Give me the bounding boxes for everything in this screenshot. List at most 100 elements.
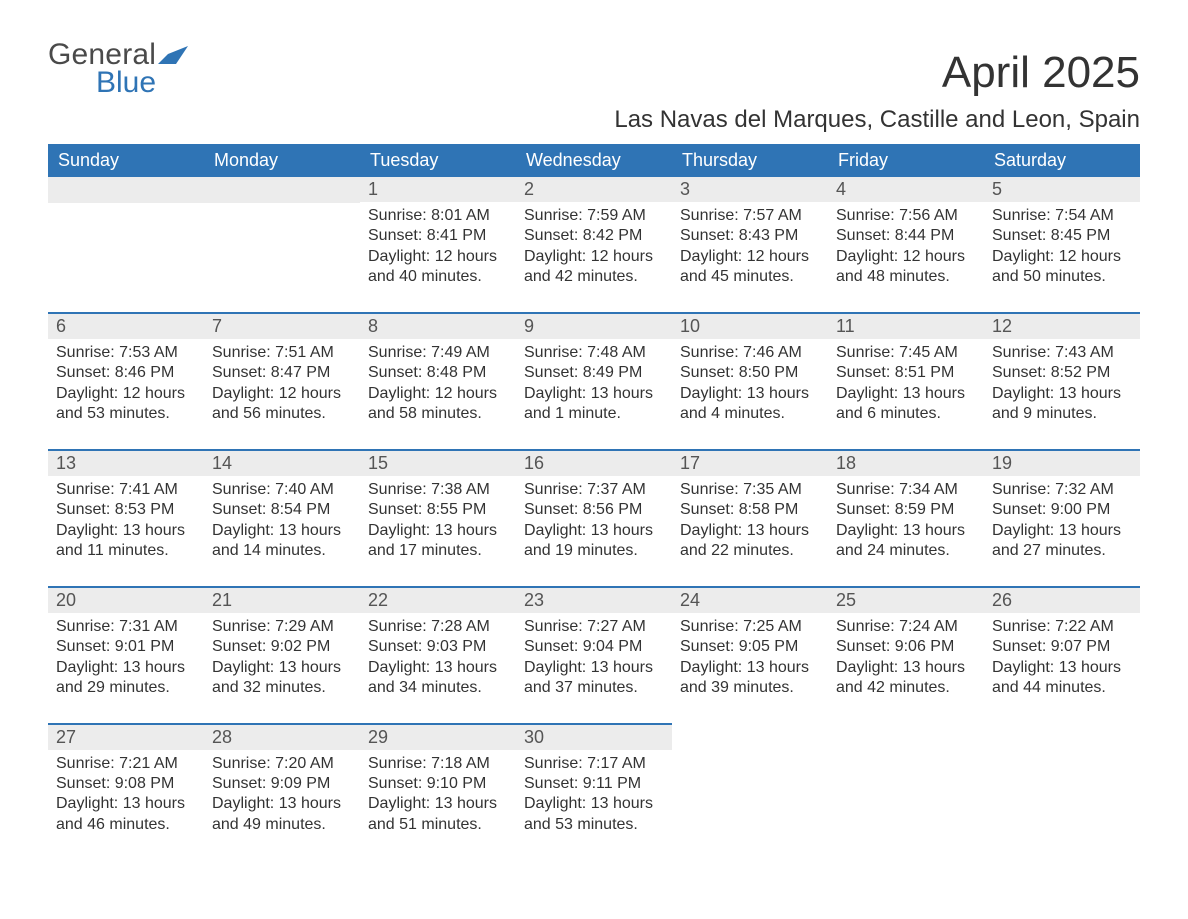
logo-flag-icon <box>158 46 188 64</box>
sunrise-line: Sunrise: 7:54 AM <box>992 206 1132 226</box>
sunset-line: Sunset: 9:00 PM <box>992 500 1132 520</box>
daylight-line: Daylight: 13 hoursand 27 minutes. <box>992 521 1132 562</box>
daylight-line: Daylight: 13 hoursand 46 minutes. <box>56 794 196 835</box>
sunset-line: Sunset: 8:48 PM <box>368 363 508 383</box>
calendar-day-cell: 23Sunrise: 7:27 AMSunset: 9:04 PMDayligh… <box>516 586 672 723</box>
sunrise-line: Sunrise: 7:59 AM <box>524 206 664 226</box>
daylight-line: Daylight: 13 hoursand 42 minutes. <box>836 658 976 699</box>
calendar-day-cell: 11Sunrise: 7:45 AMSunset: 8:51 PMDayligh… <box>828 312 984 449</box>
day-body: Sunrise: 7:53 AMSunset: 8:46 PMDaylight:… <box>48 339 204 449</box>
calendar-day-cell: 7Sunrise: 7:51 AMSunset: 8:47 PMDaylight… <box>204 312 360 449</box>
calendar-day-cell: 15 Sunrise: 7:38 AMSunset: 8:55 PMDayligh… <box>360 449 516 586</box>
sunrise-line: Sunrise: 7:51 AM <box>212 343 352 363</box>
sunrise-line: Sunrise: 7:18 AM <box>368 754 508 774</box>
calendar-week: 13Sunrise: 7:41 AMSunset: 8:53 PMDayligh… <box>48 449 1140 586</box>
header-row: General Blue April 2025 <box>48 40 1140 98</box>
page-title: April 2025 <box>942 48 1140 98</box>
sunset-line: Sunset: 9:03 PM <box>368 637 508 657</box>
day-number: 10 <box>672 314 828 339</box>
calendar-body: 1Sunrise: 8:01 AMSunset: 8:41 PMDaylight… <box>48 177 1140 859</box>
day-number: 5 <box>984 177 1140 202</box>
daylight-line: Daylight: 13 hoursand 17 minutes. <box>368 521 508 562</box>
day-number: 12 <box>984 314 1140 339</box>
sunrise-line: Sunrise: 7:41 AM <box>56 480 196 500</box>
daylight-line: Daylight: 12 hoursand 58 minutes. <box>368 384 508 425</box>
sunset-line: Sunset: 9:02 PM <box>212 637 352 657</box>
day-number: 6 <box>48 314 204 339</box>
day-body: Sunrise: 7:21 AMSunset: 9:08 PMDaylight:… <box>48 750 204 860</box>
calendar-day-cell: 13Sunrise: 7:41 AMSunset: 8:53 PMDayligh… <box>48 449 204 586</box>
calendar-day-cell: 6Sunrise: 7:53 AMSunset: 8:46 PMDaylight… <box>48 312 204 449</box>
day-number: 9 <box>516 314 672 339</box>
day-header: Saturday <box>984 144 1140 177</box>
sunset-line: Sunset: 8:44 PM <box>836 226 976 246</box>
sunset-line: Sunset: 8:58 PM <box>680 500 820 520</box>
day-body: Sunrise: 7:37 AMSunset: 8:56 PMDaylight:… <box>516 476 672 586</box>
sunset-line: Sunset: 9:01 PM <box>56 637 196 657</box>
day-number: 7 <box>204 314 360 339</box>
calendar-day-cell <box>828 723 984 860</box>
day-number: 3 <box>672 177 828 202</box>
daylight-line: Daylight: 13 hoursand 14 minutes. <box>212 521 352 562</box>
sunrise-line: Sunrise: 7:53 AM <box>56 343 196 363</box>
calendar-day-cell: 1Sunrise: 8:01 AMSunset: 8:41 PMDaylight… <box>360 177 516 312</box>
daylight-line: Daylight: 13 hoursand 22 minutes. <box>680 521 820 562</box>
day-body: Sunrise: 7:48 AMSunset: 8:49 PMDaylight:… <box>516 339 672 449</box>
day-number: 27 <box>48 725 204 750</box>
calendar-day-cell: 19Sunrise: 7:32 AMSunset: 9:00 PMDayligh… <box>984 449 1140 586</box>
calendar-day-cell: 8Sunrise: 7:49 AMSunset: 8:48 PMDaylight… <box>360 312 516 449</box>
day-body: Sunrise: 7:57 AMSunset: 8:43 PMDaylight:… <box>672 202 828 312</box>
calendar-day-cell: 12Sunrise: 7:43 AMSunset: 8:52 PMDayligh… <box>984 312 1140 449</box>
sunset-line: Sunset: 9:05 PM <box>680 637 820 657</box>
day-body: Sunrise: 7:25 AMSunset: 9:05 PMDaylight:… <box>672 613 828 723</box>
sunset-line: Sunset: 8:49 PM <box>524 363 664 383</box>
daylight-line: Daylight: 13 hoursand 39 minutes. <box>680 658 820 699</box>
day-body: Sunrise: 7:51 AMSunset: 8:47 PMDaylight:… <box>204 339 360 449</box>
sunset-line: Sunset: 8:42 PM <box>524 226 664 246</box>
daylight-line: Daylight: 13 hoursand 24 minutes. <box>836 521 976 562</box>
sunrise-line: Sunrise: 7:40 AM <box>212 480 352 500</box>
day-body: Sunrise: 7:41 AMSunset: 8:53 PMDaylight:… <box>48 476 204 586</box>
day-header: Thursday <box>672 144 828 177</box>
day-number: 23 <box>516 588 672 613</box>
sunrise-line: Sunrise: 7:38 AM <box>368 480 508 500</box>
daylight-line: Daylight: 13 hoursand 1 minute. <box>524 384 664 425</box>
day-header: Sunday <box>48 144 204 177</box>
day-number: 15 <box>360 451 516 476</box>
day-number: 11 <box>828 314 984 339</box>
calendar-table: SundayMondayTuesdayWednesdayThursdayFrid… <box>48 144 1140 859</box>
day-number: 8 <box>360 314 516 339</box>
daylight-line: Daylight: 13 hoursand 32 minutes. <box>212 658 352 699</box>
calendar-day-cell: 21Sunrise: 7:29 AMSunset: 9:02 PMDayligh… <box>204 586 360 723</box>
sunrise-line: Sunrise: 7:46 AM <box>680 343 820 363</box>
day-body: Sunrise: 7:24 AMSunset: 9:06 PMDaylight:… <box>828 613 984 723</box>
sunset-line: Sunset: 8:52 PM <box>992 363 1132 383</box>
sunrise-line: Sunrise: 7:17 AM <box>524 754 664 774</box>
daylight-line: Daylight: 13 hoursand 49 minutes. <box>212 794 352 835</box>
sunrise-line: Sunrise: 7:49 AM <box>368 343 508 363</box>
calendar-day-cell <box>672 723 828 860</box>
daylight-line: Daylight: 12 hoursand 48 minutes. <box>836 247 976 288</box>
sunset-line: Sunset: 9:04 PM <box>524 637 664 657</box>
daylight-line: Daylight: 12 hoursand 53 minutes. <box>56 384 196 425</box>
location-subtitle: Las Navas del Marques, Castille and Leon… <box>614 106 1140 133</box>
sunset-line: Sunset: 9:11 PM <box>524 774 664 794</box>
sunset-line: Sunset: 8:50 PM <box>680 363 820 383</box>
day-body: Sunrise: 7:27 AMSunset: 9:04 PMDaylight:… <box>516 613 672 723</box>
day-header: Tuesday <box>360 144 516 177</box>
sunset-line: Sunset: 8:56 PM <box>524 500 664 520</box>
day-header: Wednesday <box>516 144 672 177</box>
sunset-line: Sunset: 8:59 PM <box>836 500 976 520</box>
calendar-day-cell: 16Sunrise: 7:37 AMSunset: 8:56 PMDayligh… <box>516 449 672 586</box>
sunrise-line: Sunrise: 8:01 AM <box>368 206 508 226</box>
daylight-line: Daylight: 13 hoursand 29 minutes. <box>56 658 196 699</box>
day-body: Sunrise: 7:49 AMSunset: 8:48 PMDaylight:… <box>360 339 516 449</box>
calendar-day-cell: 28Sunrise: 7:20 AMSunset: 9:09 PMDayligh… <box>204 723 360 860</box>
sunset-line: Sunset: 8:55 PM <box>368 500 508 520</box>
day-number: 18 <box>828 451 984 476</box>
sunrise-line: Sunrise: 7:34 AM <box>836 480 976 500</box>
sunset-line: Sunset: 9:10 PM <box>368 774 508 794</box>
daylight-line: Daylight: 13 hoursand 51 minutes. <box>368 794 508 835</box>
calendar-day-cell: 30Sunrise: 7:17 AMSunset: 9:11 PMDayligh… <box>516 723 672 860</box>
calendar-day-cell: 26Sunrise: 7:22 AMSunset: 9:07 PMDayligh… <box>984 586 1140 723</box>
